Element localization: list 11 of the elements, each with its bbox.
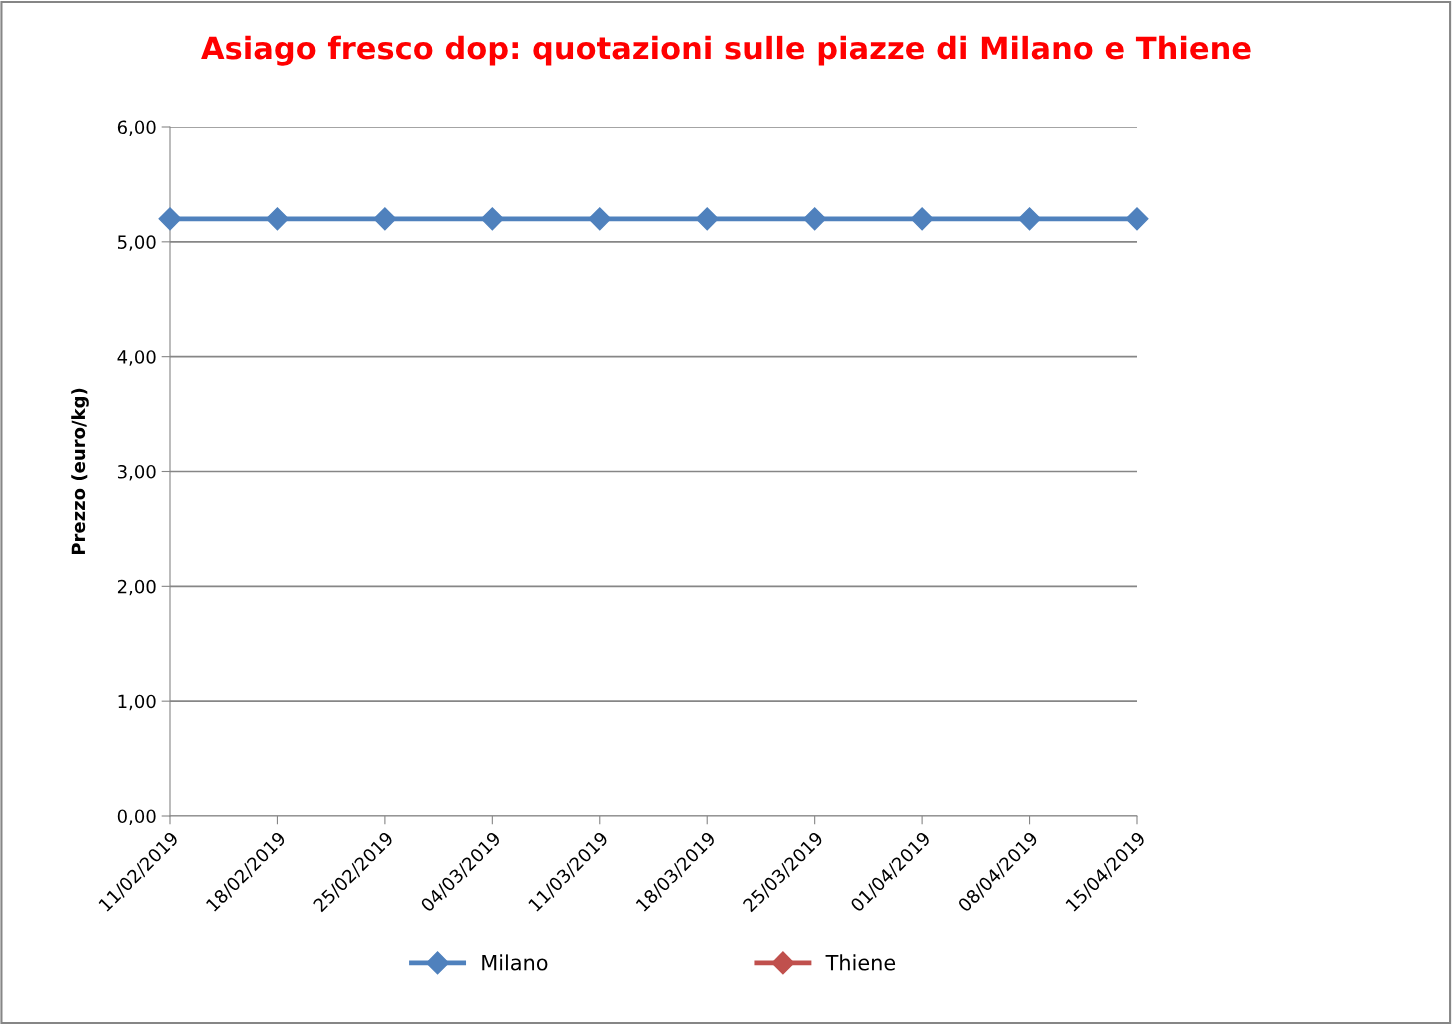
y-tick-label: 3,00 — [117, 464, 156, 481]
y-tick-label: 1,00 — [118, 694, 156, 711]
legend-label: Milano — [482, 954, 548, 971]
chart-title: Asiago fresco dop: quotazioni sulle piazze di Milano e Thiene — [201, 35, 1251, 66]
y-tick-label: 4,00 — [117, 350, 156, 366]
y-tick-label: 6,00 — [117, 120, 156, 136]
y-tick-label: 0,00 — [117, 809, 156, 825]
y-tick-label: 5,00 — [118, 235, 156, 251]
y-tick-label: 2,00 — [117, 579, 156, 596]
y-axis-title: Prezzo (euro/kg) — [71, 388, 89, 555]
legend-label: Thiene — [825, 954, 896, 971]
